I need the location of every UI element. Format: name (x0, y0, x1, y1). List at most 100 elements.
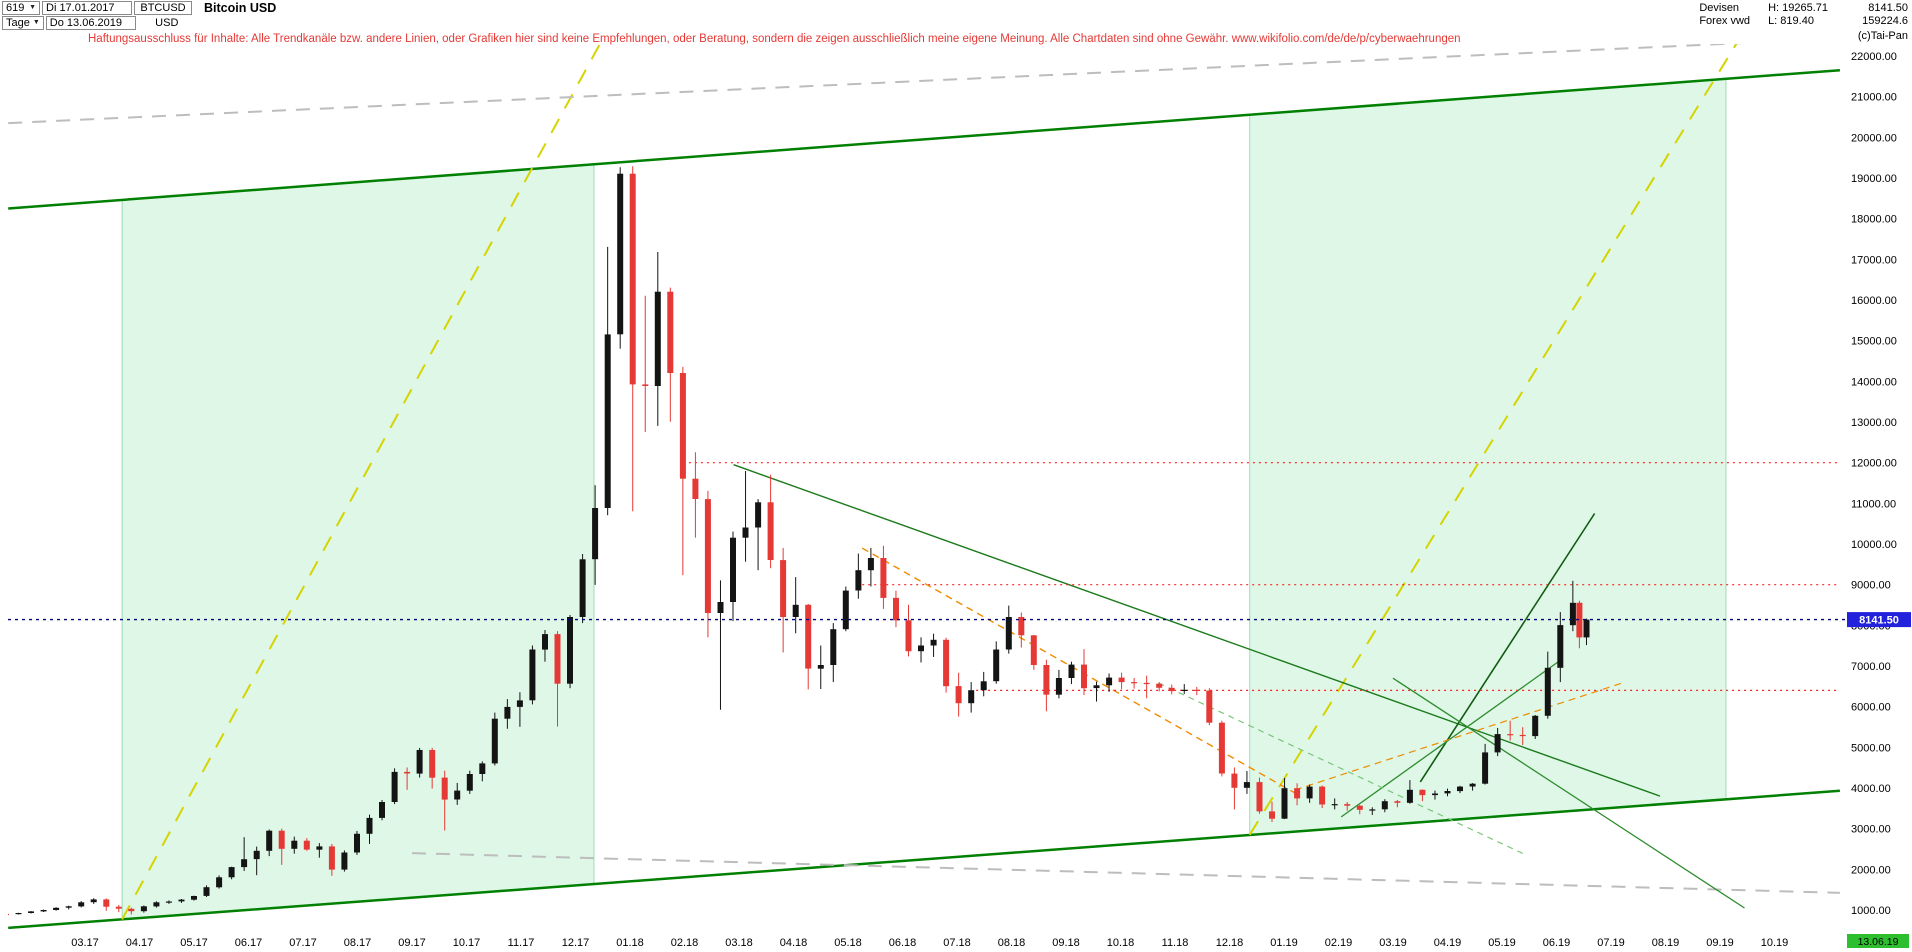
bars-count-dropdown[interactable]: 619 ▼ (2, 1, 40, 15)
svg-text:07.19: 07.19 (1597, 937, 1625, 949)
svg-text:11.17: 11.17 (508, 937, 535, 949)
start-date-field[interactable]: Di 17.01.2017 (42, 1, 132, 15)
svg-text:10.18: 10.18 (1107, 937, 1135, 949)
svg-text:05.19: 05.19 (1488, 937, 1516, 949)
market-label: Devisen (1699, 2, 1740, 14)
svg-text:02.18: 02.18 (671, 937, 699, 949)
svg-text:07.17: 07.17 (289, 937, 317, 949)
chevron-down-icon: ▼ (29, 4, 36, 11)
wikifolio-link: www.wikifolio.com/de/de/p/cyberwaehrunge… (1231, 33, 1461, 45)
svg-text:04.17: 04.17 (126, 937, 154, 949)
svg-text:21000.00: 21000.00 (1851, 92, 1897, 104)
svg-text:10000.00: 10000.00 (1851, 539, 1897, 551)
annotation-layer (8, 44, 1840, 930)
price-axis: 22000.00 21000.00 20000.00 19000.00 18000.00… (1851, 51, 1897, 917)
symbol-field[interactable]: BTCUSD (134, 1, 192, 15)
svg-text:16000.00: 16000.00 (1851, 295, 1897, 307)
toolbar-row-1: 619 ▼ Di 17.01.2017 BTCUSD Bitcoin USD (2, 1, 276, 15)
svg-text:17000.00: 17000.00 (1851, 254, 1897, 266)
green-channel-zone-2019 (1249, 78, 1727, 836)
svg-text:3000.00: 3000.00 (1851, 824, 1891, 836)
green-rally-trendline-2 (1340, 658, 1563, 818)
quote-info-panel: Devisen H: 19265.71 8141.50 Forex vwd L:… (1699, 2, 1908, 28)
svg-text:06.19: 06.19 (1543, 937, 1571, 949)
svg-text:20000.00: 20000.00 (1851, 132, 1897, 144)
svg-text:06.18: 06.18 (889, 937, 917, 949)
svg-text:01.18: 01.18 (616, 937, 644, 949)
copyright-label: (c)Tai-Pan (1857, 30, 1908, 42)
svg-text:03.17: 03.17 (71, 937, 99, 949)
feed-label: Forex vwd (1699, 15, 1751, 27)
svg-text:11.18: 11.18 (1162, 937, 1189, 949)
light-green-dashed-decline (1158, 682, 1525, 855)
currency-label: USD (137, 16, 196, 30)
svg-text:8141.50: 8141.50 (1859, 615, 1899, 627)
svg-text:12.17: 12.17 (562, 937, 590, 949)
svg-text:01.19: 01.19 (1270, 937, 1298, 949)
chart-toolbar: 619 ▼ Di 17.01.2017 BTCUSD Bitcoin USD T… (2, 1, 276, 30)
svg-text:4000.00: 4000.00 (1851, 783, 1891, 795)
toolbar-row-2: Tage ▼ Do 13.06.2019 USD (2, 16, 276, 30)
svg-text:13000.00: 13000.00 (1851, 417, 1897, 429)
svg-text:13.06.19: 13.06.19 (1858, 936, 1899, 948)
lower-channel-line (8, 789, 1840, 930)
turnover-label: 159224.6 (1862, 15, 1908, 27)
upper-channel-line (8, 68, 1840, 210)
svg-text:18000.00: 18000.00 (1851, 214, 1897, 226)
svg-text:02.19: 02.19 (1325, 937, 1353, 949)
instrument-title: Bitcoin USD (204, 1, 277, 15)
bars-count-value: 619 (6, 2, 25, 14)
chevron-down-icon: ▼ (32, 19, 40, 26)
green-channel-zone-2017 (121, 163, 595, 920)
svg-text:9000.00: 9000.00 (1851, 580, 1891, 592)
period-value: Tage (6, 17, 30, 29)
svg-text:2000.00: 2000.00 (1851, 864, 1891, 876)
svg-text:04.18: 04.18 (780, 937, 808, 949)
svg-text:03.18: 03.18 (725, 937, 753, 949)
svg-text:14000.00: 14000.00 (1851, 376, 1897, 388)
svg-text:6000.00: 6000.00 (1851, 702, 1891, 714)
svg-text:10.19: 10.19 (1761, 937, 1789, 949)
svg-text:05.17: 05.17 (180, 937, 208, 949)
svg-text:15000.00: 15000.00 (1851, 336, 1897, 348)
last-date-tag (1847, 934, 1909, 948)
green-rally-trendline (1419, 513, 1596, 783)
candlestick-series (8, 166, 1590, 916)
last-price-tag (1847, 612, 1911, 628)
svg-text:19000.00: 19000.00 (1851, 173, 1897, 185)
svg-text:04.19: 04.19 (1434, 937, 1462, 949)
gray-dashed-lower (411, 852, 1840, 894)
time-axis: 03.17 04.17 05.17 06.17 07.17 08.17 09.17 10.17… (71, 937, 1788, 949)
svg-text:11000.00: 11000.00 (1851, 498, 1896, 510)
high-label: H: 19265.71 (1768, 2, 1828, 14)
disclaimer-body: Haftungsausschluss für Inhalte: Alle Tre… (88, 33, 1232, 45)
svg-text:09.18: 09.18 (1052, 937, 1080, 949)
svg-text:08.17: 08.17 (344, 937, 372, 949)
svg-text:06.17: 06.17 (235, 937, 263, 949)
svg-text:08.19: 08.19 (1652, 937, 1680, 949)
svg-text:12000.00: 12000.00 (1851, 458, 1897, 470)
disclaimer-text: Haftungsausschluss für Inhalte: Alle Tre… (88, 33, 1461, 45)
svg-text:1000.00: 1000.00 (1851, 905, 1891, 917)
gray-dashed-upper (8, 44, 1744, 125)
svg-text:22000.00: 22000.00 (1851, 51, 1897, 63)
svg-text:12.18: 12.18 (1216, 937, 1244, 949)
svg-text:08.18: 08.18 (998, 937, 1026, 949)
svg-text:09.17: 09.17 (398, 937, 426, 949)
orange-recovery-line (1294, 682, 1623, 791)
svg-text:09.19: 09.19 (1706, 937, 1734, 949)
green-downtrend-line (733, 464, 1661, 797)
svg-text:10.17: 10.17 (453, 937, 481, 949)
green-descending-right (1392, 677, 1745, 909)
end-date-field[interactable]: Do 13.06.2019 (45, 16, 136, 30)
yellow-diagonal-right (1248, 44, 1738, 836)
svg-text:05.18: 05.18 (834, 937, 862, 949)
low-label: L: 819.40 (1768, 15, 1814, 27)
period-dropdown[interactable]: Tage ▼ (2, 16, 44, 30)
svg-text:03.19: 03.19 (1379, 937, 1407, 949)
last-price-label: 8141.50 (1868, 2, 1908, 14)
svg-text:7000.00: 7000.00 (1851, 661, 1891, 673)
svg-text:07.18: 07.18 (943, 937, 971, 949)
svg-text:5000.00: 5000.00 (1851, 742, 1891, 754)
